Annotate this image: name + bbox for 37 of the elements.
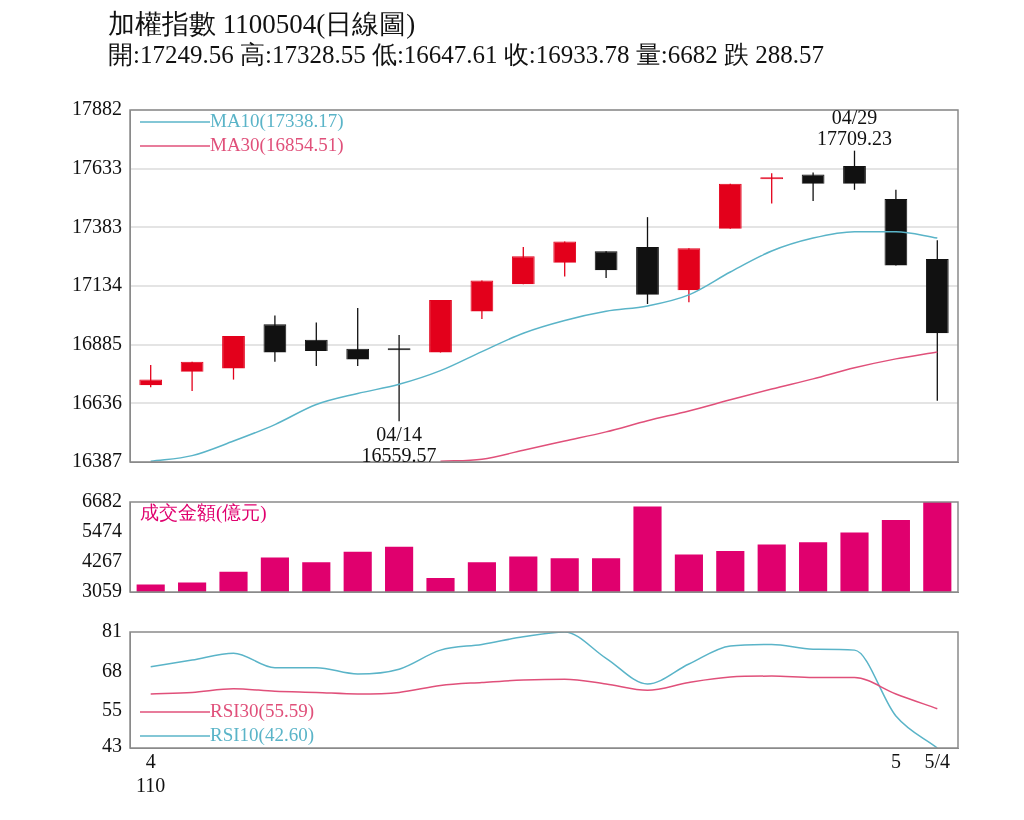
line-series xyxy=(439,351,939,462)
y-tick-label: 16387 xyxy=(72,449,122,472)
y-tick-label: 17134 xyxy=(72,273,122,296)
y-tick-label: 68 xyxy=(102,658,122,681)
y-tick-label: 55 xyxy=(102,697,122,720)
y-tick-label: 17882 xyxy=(72,97,122,120)
x-tick-label: 5/4 xyxy=(924,750,951,773)
candlestick xyxy=(346,307,370,367)
y-tick-label: 81 xyxy=(102,619,122,642)
chart-title: 加權指數 1100504(日線圖) xyxy=(107,8,417,40)
y-tick-label: 3059 xyxy=(82,579,122,602)
legend-label: MA10(17338.17) xyxy=(210,109,344,132)
chart-subtitle: 開:17249.56 高:17328.55 低:16647.61 收:16933.78 量:6682 跌 288.57 xyxy=(107,40,825,70)
x-tick-label: 5 xyxy=(890,750,901,773)
candlestick xyxy=(387,334,411,423)
legend-label: RSI10(42.60) xyxy=(210,723,314,746)
line-series xyxy=(149,632,939,748)
candlestick xyxy=(594,250,618,279)
candlestick xyxy=(553,240,577,278)
x-tick-label: 4 110 xyxy=(136,750,166,797)
candlestick xyxy=(843,150,866,191)
y-tick-label: 16885 xyxy=(72,332,122,354)
legend-label: MA30(16854.51) xyxy=(210,133,344,156)
line-series xyxy=(149,230,939,462)
y-tick-label: 5474 xyxy=(82,519,122,542)
y-tick-label: 17633 xyxy=(72,155,122,178)
candlestick xyxy=(760,172,784,205)
candlestick xyxy=(304,321,328,367)
y-tick-label: 6682 xyxy=(82,489,122,512)
y-tick-label: 43 xyxy=(102,734,122,757)
y-tick-label: 17383 xyxy=(72,214,122,237)
series-label: 成交金額(億元) xyxy=(140,501,267,524)
annotation: 04/14 16559.57 xyxy=(361,423,437,467)
y-tick-label: 16636 xyxy=(72,390,122,413)
legend-label: RSI30(55.59) xyxy=(210,699,314,722)
y-tick-label: 4267 xyxy=(82,549,122,572)
annotation: 04/29 17709.23 xyxy=(817,105,892,149)
